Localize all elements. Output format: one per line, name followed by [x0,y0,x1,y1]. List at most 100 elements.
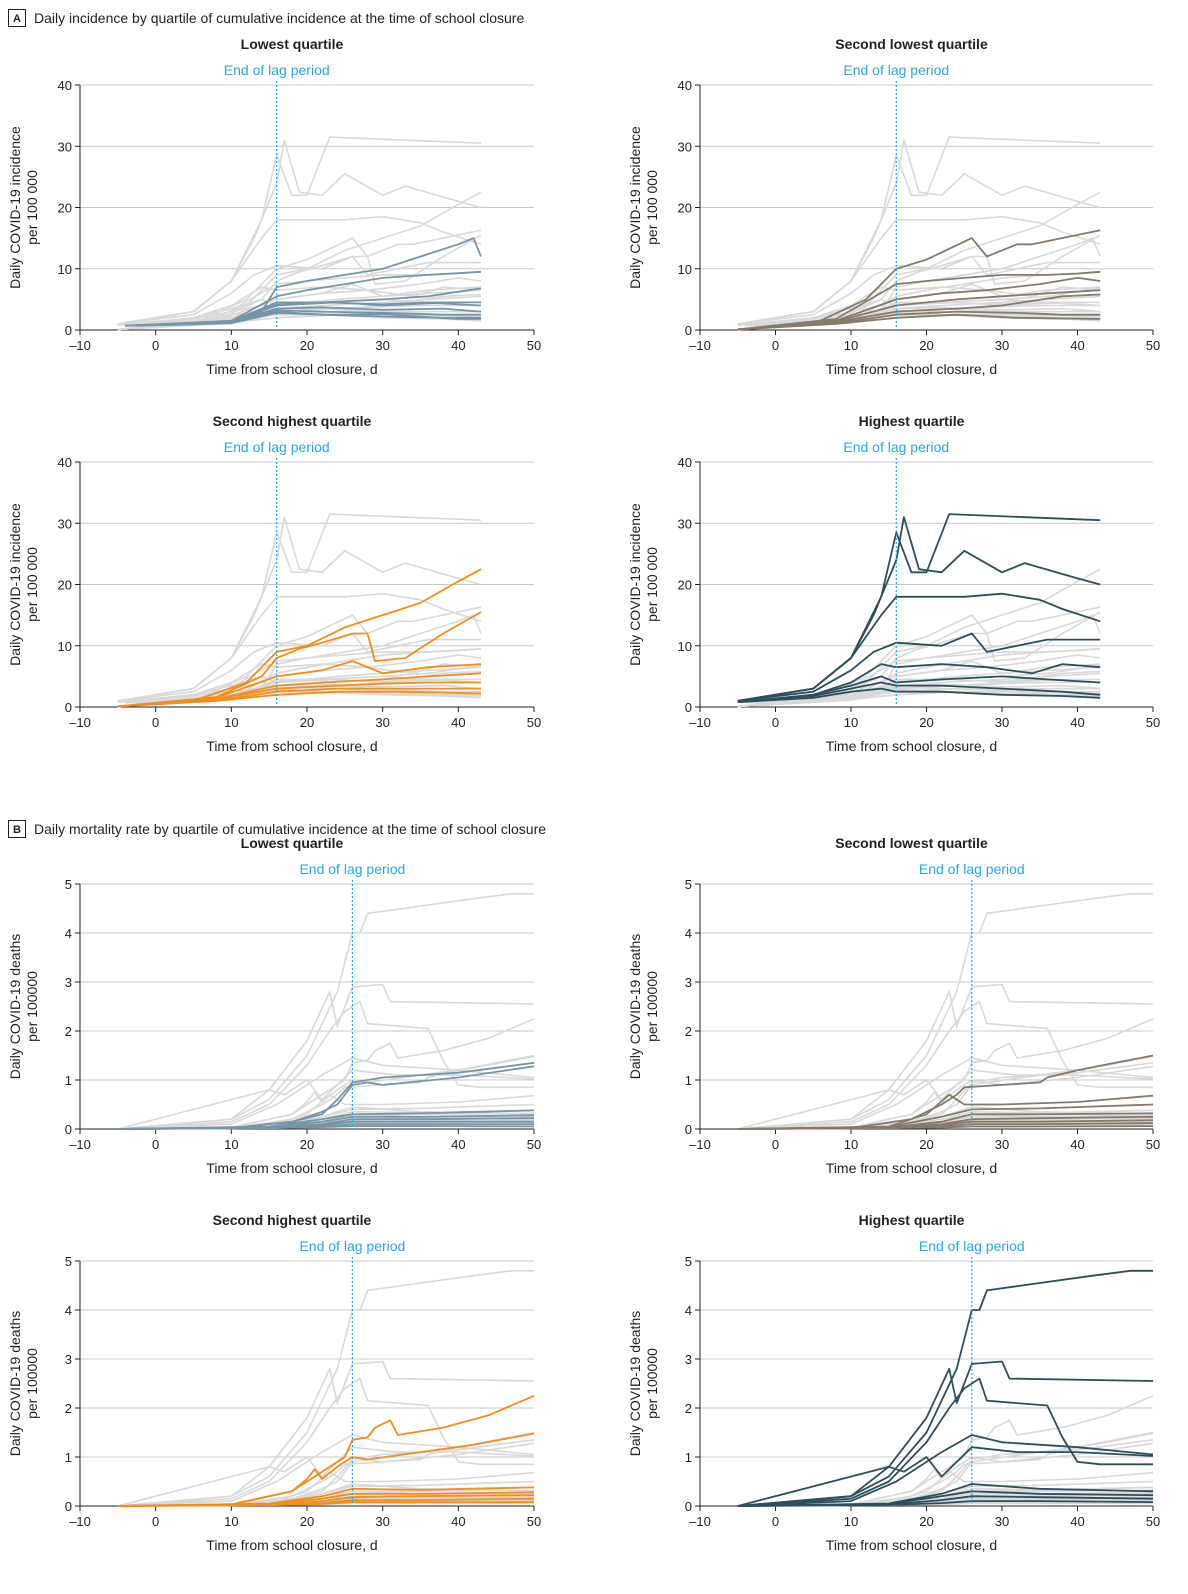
background-series-line [737,191,1101,331]
y-tick-label: 0 [685,323,692,338]
x-tick-label: –10 [69,715,91,730]
background-series-line [737,234,1101,331]
x-tick-label: 10 [224,1514,238,1529]
background-series-line [737,215,1101,325]
background-series-line [737,1432,1154,1507]
x-tick-label: 40 [1070,338,1084,353]
x-tick-label: 10 [224,1137,238,1152]
y-axis-title-line: Daily COVID-19 incidence [7,126,23,289]
lag-period-label: End of lag period [224,439,330,455]
x-tick-label: 40 [1070,1514,1084,1529]
panel-title: Second highest quartile [213,1212,372,1228]
x-tick-label: 30 [375,715,389,730]
y-tick-label: 20 [678,201,692,216]
y-axis-title: Daily COVID-19 incidenceper 100 000 [627,503,660,666]
y-tick-label: 1 [685,1450,692,1465]
y-tick-label: 20 [58,201,72,216]
x-tick-label: 30 [375,338,389,353]
panel-title: Second highest quartile [213,413,372,429]
x-tick-label: 50 [527,1137,541,1152]
highlight-series-line [737,313,1101,331]
x-tick-label: –10 [69,1514,91,1529]
x-tick-label: 40 [451,1137,465,1152]
x-tick-label: –10 [689,1137,711,1152]
highlight-series-line [737,276,1101,331]
y-axis-title-line: Daily COVID-19 deaths [7,1311,23,1457]
lag-period-label: End of lag period [224,62,330,78]
background-series-line [737,1065,1154,1130]
section-b-badge: B [8,820,26,838]
highlight-series-line [737,1269,1153,1507]
x-tick-label: 0 [772,1137,779,1152]
x-tick-label: 30 [375,1514,389,1529]
background-series-line [737,286,1101,326]
y-tick-label: 4 [65,1303,72,1318]
x-tick-label: 20 [300,1514,314,1529]
x-axis-title: Time from school closure, d [826,361,997,377]
y-axis-title-line: per 100000 [24,971,40,1042]
y-tick-label: 3 [65,1352,72,1367]
x-tick-label: 50 [1146,338,1160,353]
lag-period-label: End of lag period [919,861,1025,877]
background-series-line [117,1377,534,1507]
y-axis-title: Daily COVID-19 incidenceper 100 000 [7,503,40,666]
x-tick-label: 0 [152,1514,159,1529]
x-tick-label: 0 [152,338,159,353]
y-tick-label: 5 [685,1254,692,1269]
x-axis-title: Time from school closure, d [826,738,997,754]
x-tick-label: 30 [995,1137,1009,1152]
y-tick-label: 0 [685,700,692,715]
background-series-line [737,611,1101,708]
y-tick-label: 20 [58,578,72,593]
background-series-line [117,663,482,703]
background-series-line [117,255,481,325]
lag-period-label: End of lag period [843,62,949,78]
y-axis-title: Daily COVID-19 deathsper 100000 [627,934,660,1080]
section-a-title: Daily incidence by quartile of cumulativ… [34,10,525,26]
x-tick-label: –10 [689,715,711,730]
x-tick-label: 20 [919,1137,933,1152]
y-tick-label: 10 [678,262,692,277]
x-tick-label: –10 [69,1137,91,1152]
x-axis-title: Time from school closure, d [826,1537,997,1553]
y-tick-label: 40 [58,78,72,93]
y-tick-label: 3 [685,975,692,990]
highlight-series-line [125,270,482,327]
y-axis-title: Daily COVID-19 deathsper 100000 [627,1311,660,1457]
highlight-series-line [117,660,482,708]
panel-title: Second lowest quartile [835,36,988,52]
highlight-series-line [737,229,1101,331]
highlight-series-line [737,592,1101,702]
highlight-series-line [737,1434,1154,1507]
background-series-line [117,1446,535,1507]
y-axis-title-line: per 100 000 [644,547,660,622]
background-series-line [117,1057,535,1130]
y-tick-label: 1 [65,1450,72,1465]
y-axis-title: Daily COVID-19 deathsper 100000 [7,1311,40,1457]
highlight-series-line [117,1065,535,1130]
y-tick-label: 4 [65,926,72,941]
panel-title: Highest quartile [859,1212,965,1228]
background-series-line [117,592,482,702]
lag-period-label: End of lag period [919,1238,1025,1254]
section-b-title: Daily mortality rate by quartile of cumu… [34,821,547,837]
x-tick-label: 40 [451,715,465,730]
x-tick-label: 0 [772,715,779,730]
background-series-line [117,191,482,331]
x-axis-title: Time from school closure, d [206,1160,377,1176]
y-axis-title-line: Daily COVID-19 incidence [627,503,643,666]
background-series-line [117,286,482,326]
x-tick-label: 50 [527,1514,541,1529]
background-series-line [117,1069,535,1130]
x-tick-label: 20 [300,1137,314,1152]
background-series-line [117,1270,534,1507]
y-axis-title: Daily COVID-19 incidenceper 100 000 [7,126,40,289]
highlight-series-line [737,632,1101,702]
